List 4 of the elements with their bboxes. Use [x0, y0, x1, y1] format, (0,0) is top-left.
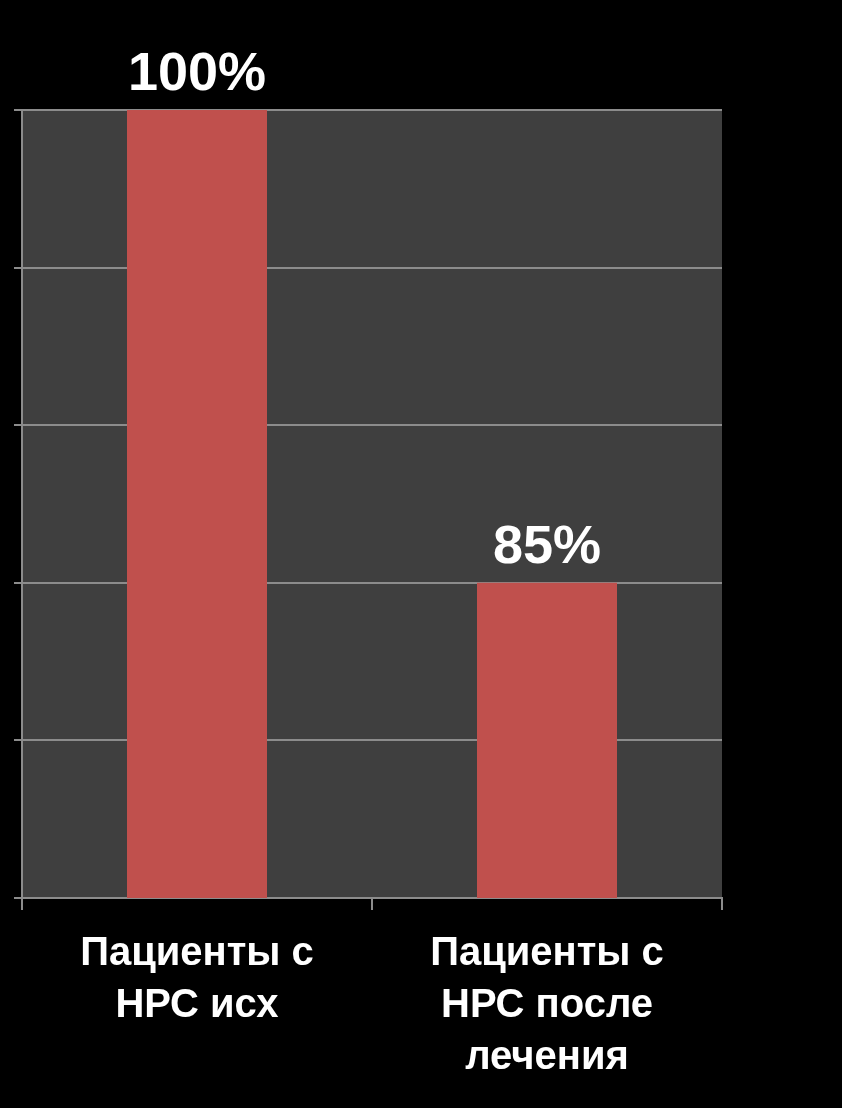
data-label: 100%: [127, 40, 267, 101]
x-tick-label: Пациенты с НРС после лечения: [430, 929, 664, 1078]
x-tick-label: Пациенты с НРС исх: [80, 929, 314, 1026]
data-label: 85%: [492, 513, 602, 574]
